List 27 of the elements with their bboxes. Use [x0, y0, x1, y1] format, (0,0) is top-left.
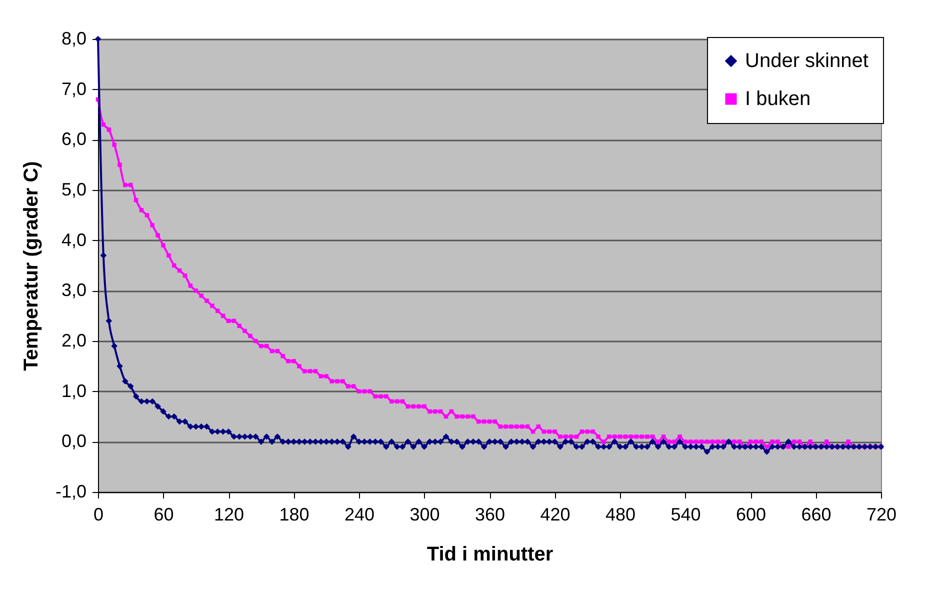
x-tick-label: 60	[154, 504, 174, 524]
y-tick-label: 5,0	[61, 180, 86, 200]
x-tick-label: 120	[214, 504, 244, 524]
x-tick-label: 720	[866, 504, 897, 524]
y-tick-label: 0,0	[61, 431, 86, 452]
x-axis-title: Tid i minutter	[426, 544, 554, 566]
y-tick-label: -1,0	[55, 482, 86, 502]
x-tick-label: 660	[801, 504, 832, 524]
y-tick-label: 6,0	[61, 129, 86, 150]
x-tick-label: 300	[410, 504, 440, 524]
x-tick-label: 540	[670, 504, 701, 524]
x-tick-label: 420	[540, 504, 570, 524]
y-tick-label: 3,0	[61, 280, 86, 300]
x-tick-label: 240	[344, 504, 375, 524]
x-tick-label: 0	[93, 504, 104, 524]
legend-label: I buken	[745, 88, 811, 110]
x-tick-label: 600	[736, 504, 766, 524]
y-tick-label: 1,0	[61, 380, 86, 401]
legend-label: Under skinnet	[745, 50, 869, 72]
x-tick-label: 180	[279, 504, 310, 524]
y-axis-title: Temperatur (grader C)	[20, 161, 42, 371]
y-tick-label: 2,0	[61, 330, 86, 350]
x-tick-label: 360	[474, 504, 506, 524]
y-tick-label: 4,0	[61, 230, 86, 250]
x-tick-label: 480	[605, 504, 636, 524]
y-tick-label: 7,0	[61, 78, 86, 99]
y-tick-label: 8,0	[61, 28, 86, 48]
